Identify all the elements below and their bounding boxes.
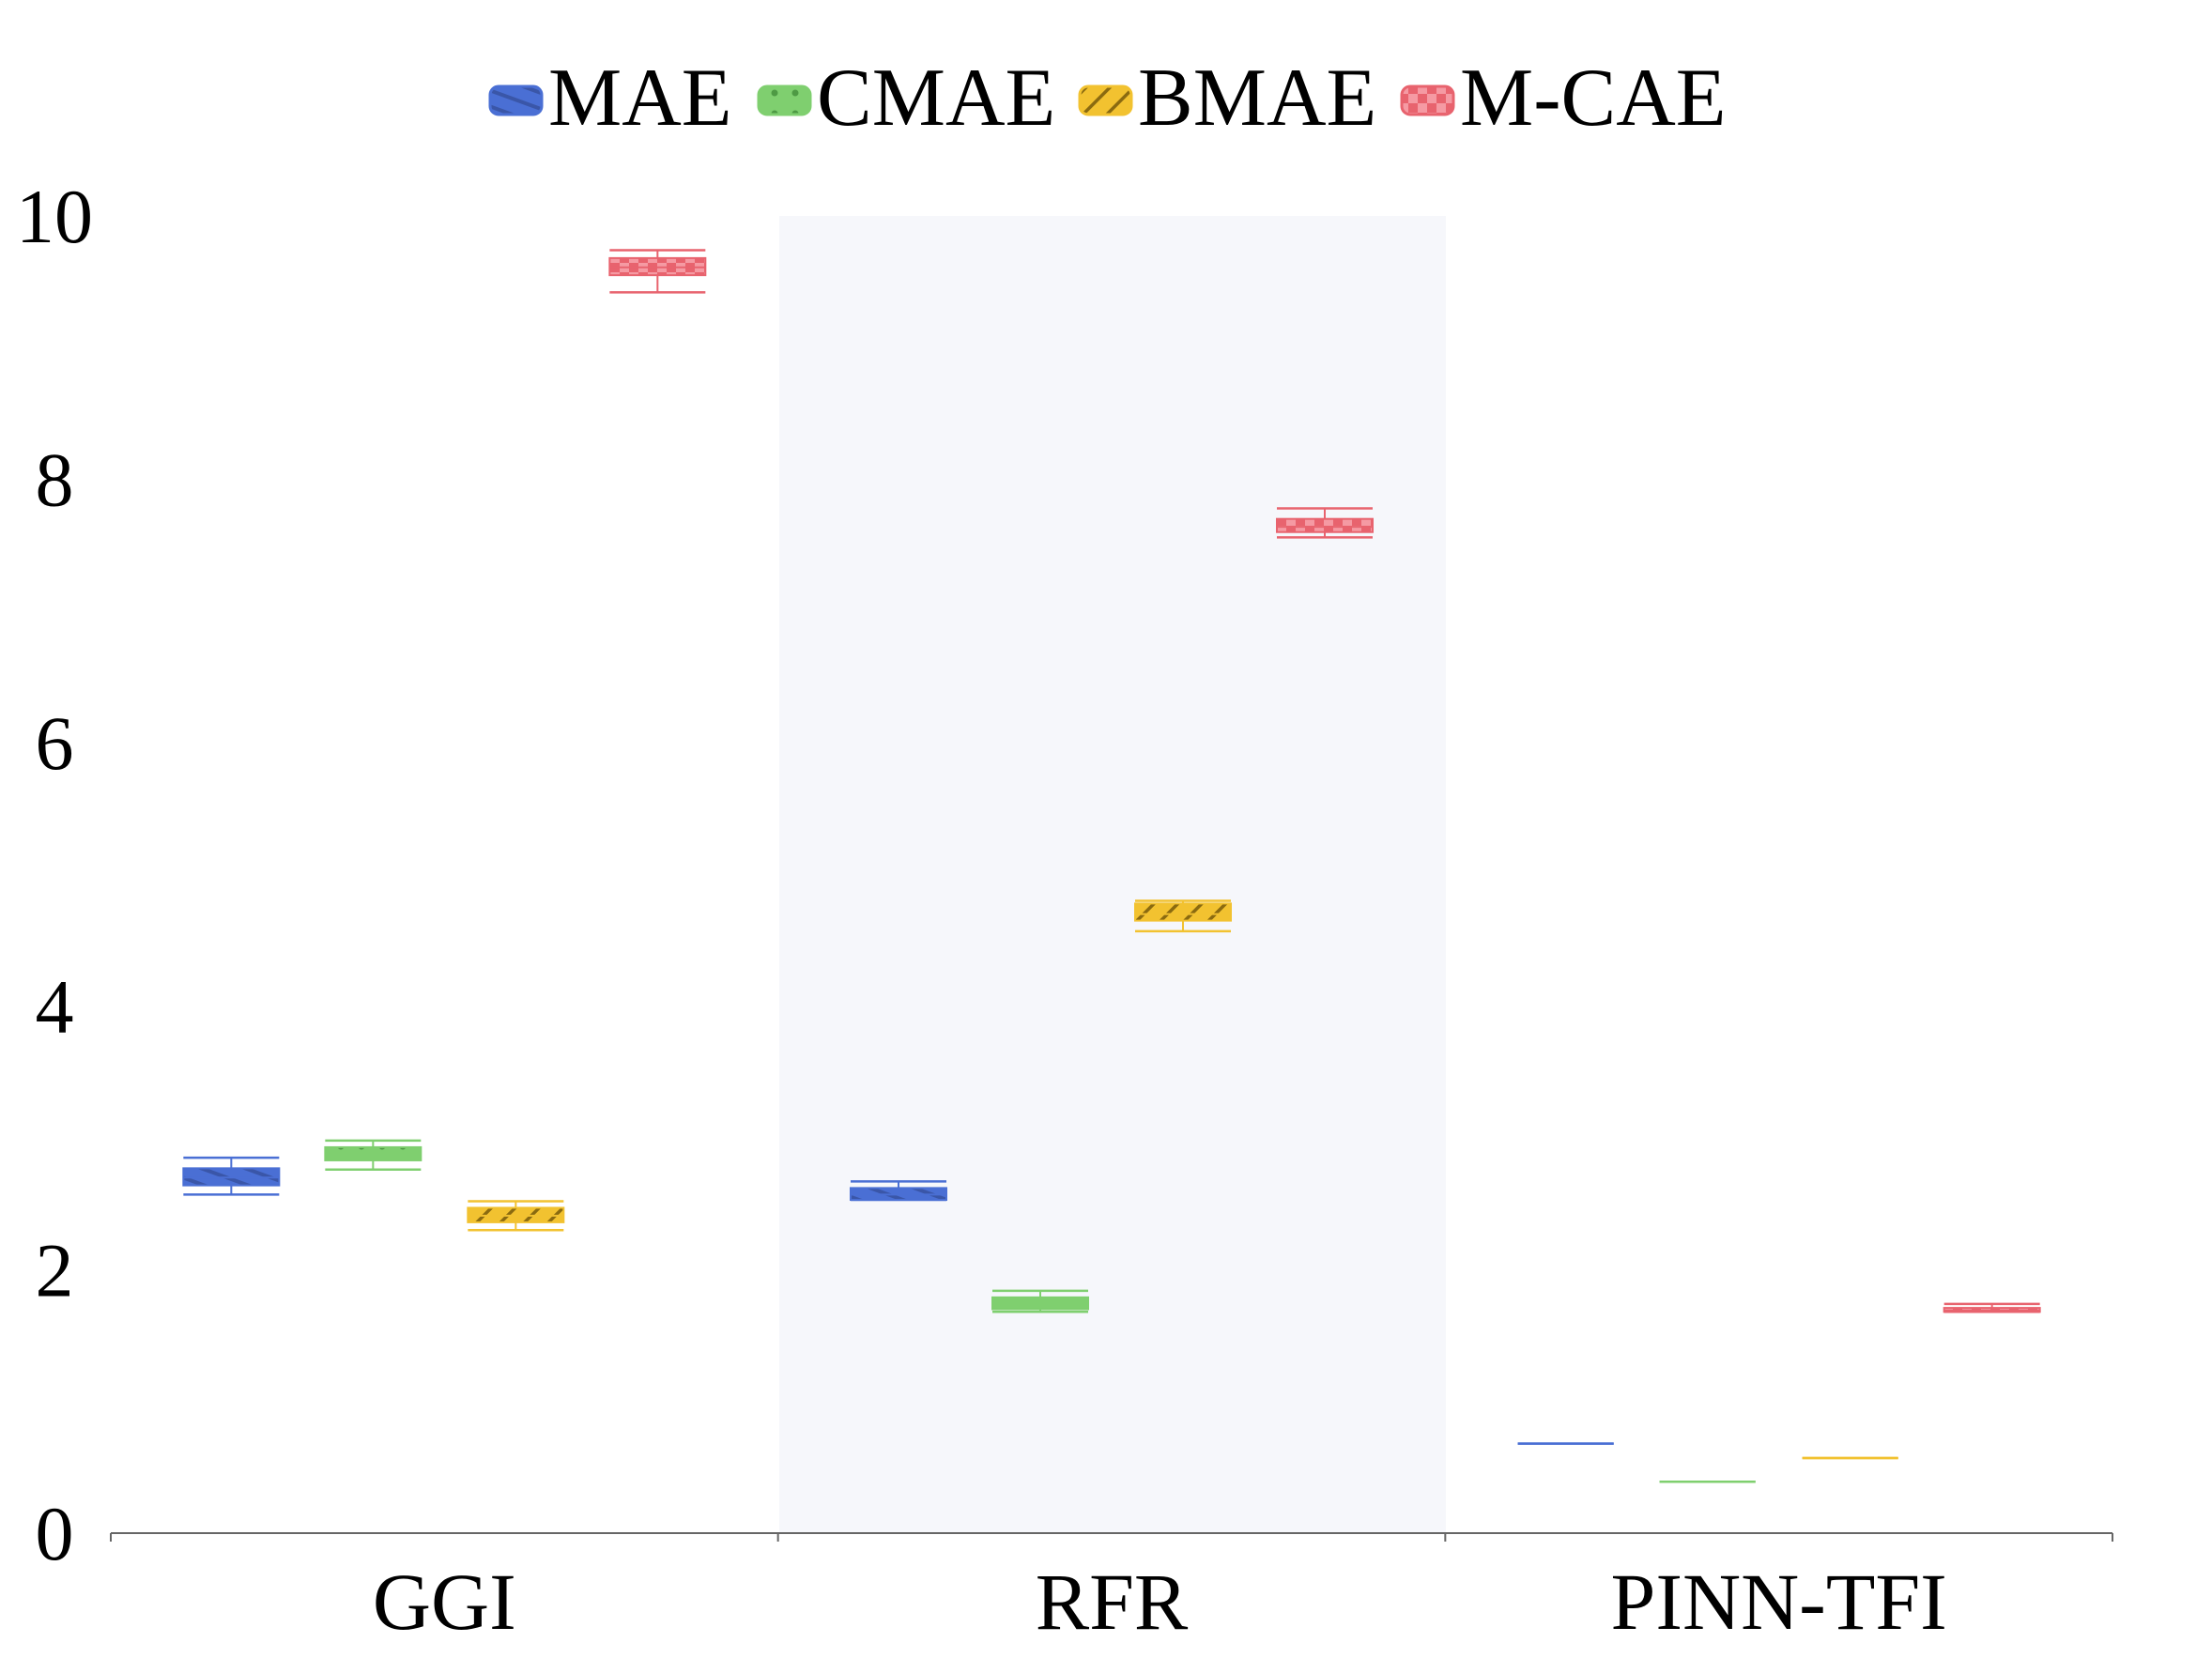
- x-tick-label: GGI: [373, 1557, 516, 1647]
- legend-label: BMAE: [1138, 53, 1376, 144]
- y-tick-label: 0: [36, 1491, 74, 1576]
- box-cmae-rfr: [991, 1289, 1089, 1313]
- legend: MAE CMAE BMAE M-CAE: [488, 53, 1727, 144]
- box-bmae-rfr: [1134, 899, 1232, 933]
- legend-label: MAE: [548, 53, 732, 144]
- box-body: [1276, 517, 1374, 533]
- y-tick-label: 2: [36, 1227, 74, 1313]
- box-m-cae-rfr: [1276, 507, 1374, 539]
- y-tick-label: 10: [16, 174, 93, 259]
- legend-label: CMAE: [817, 53, 1055, 144]
- boxes: [182, 249, 2041, 1483]
- legend-swatch: [1400, 84, 1455, 116]
- legend-swatch: [757, 84, 812, 116]
- y-tick-label: 6: [36, 700, 74, 786]
- y-tick-label: 4: [36, 964, 74, 1050]
- box-mae-rfr: [850, 1180, 947, 1202]
- x-tick-label: PINN-TFI: [1611, 1557, 1947, 1647]
- legend-swatch: [488, 84, 544, 116]
- y-tick-label: 8: [36, 438, 74, 523]
- category-band-rfr: [779, 216, 1446, 1533]
- box-body: [1134, 902, 1232, 922]
- legend-label: M-CAE: [1460, 53, 1727, 144]
- x-tick-label: RFR: [1036, 1557, 1189, 1647]
- axes: GGI RFR PINN-TFI 0 2 4 6 8 10: [16, 174, 2113, 1647]
- box-bmae-ggi: [467, 1200, 565, 1232]
- box-m-cae-ggi: [608, 249, 707, 294]
- box-cmae-ggi: [324, 1139, 422, 1172]
- box-mae-ggi: [182, 1156, 281, 1196]
- box-m-cae-pinn-tfi: [1943, 1302, 2041, 1313]
- legend-swatch: [1078, 84, 1133, 116]
